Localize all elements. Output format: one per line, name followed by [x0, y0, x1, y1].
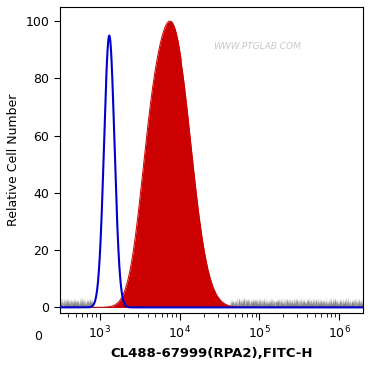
- X-axis label: CL488-67999(RPA2),FITC-H: CL488-67999(RPA2),FITC-H: [110, 347, 313, 360]
- Text: WWW.PTGLAB.COM: WWW.PTGLAB.COM: [213, 42, 301, 51]
- Text: 0: 0: [34, 330, 43, 343]
- Y-axis label: Relative Cell Number: Relative Cell Number: [7, 94, 20, 226]
